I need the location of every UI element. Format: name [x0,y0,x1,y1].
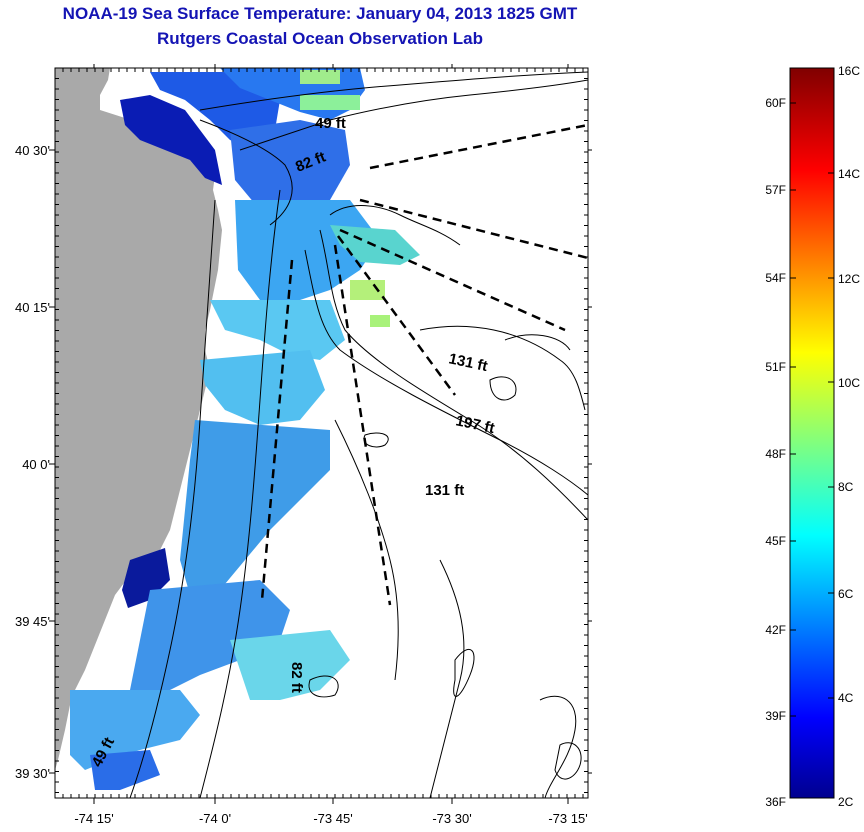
sst-data-layer [70,68,420,790]
fahrenheit-label: 57F [765,183,786,197]
latitude-labels: 40 30' 40 15' 40 0' 39 45' 39 30' [15,143,50,781]
land-mass [55,68,222,770]
celsius-label: 8C [838,480,854,494]
lat-label: 39 30' [15,766,50,781]
map-subtitle: Rutgers Coastal Ocean Observation Lab [157,29,483,48]
fahrenheit-label: 39F [765,709,786,723]
colorbar-celsius-labels: 16C 14C 12C 10C 8C 6C 4C 2C [838,64,860,809]
depth-label: 131 ft [425,482,464,499]
fahrenheit-label: 60F [765,96,786,110]
map-ticks [49,64,592,804]
depth-label: 49 ft [315,115,346,132]
fahrenheit-label: 42F [765,623,786,637]
lon-label: -74 15' [74,811,113,826]
lat-label: 39 45' [15,614,50,629]
celsius-label: 6C [838,587,854,601]
fahrenheit-label: 45F [765,534,786,548]
fahrenheit-label: 51F [765,360,786,374]
celsius-label: 2C [838,795,854,809]
lon-label: -73 30' [432,811,471,826]
fahrenheit-label: 36F [765,795,786,809]
lon-label: -73 15' [548,811,587,826]
celsius-label: 12C [838,272,860,286]
celsius-label: 16C [838,64,860,78]
colorbar-ticks [790,67,834,799]
celsius-label: 4C [838,691,854,705]
longitude-labels: -74 15' -74 0' -73 45' -73 30' -73 15' [74,811,587,826]
colorbar-gradient [789,67,835,799]
celsius-label: 10C [838,376,860,390]
lon-label: -73 45' [313,811,352,826]
lat-label: 40 15' [15,300,50,315]
colorbar-fahrenheit-labels: 60F 57F 54F 51F 48F 45F 42F 39F 36F [765,96,786,809]
fahrenheit-label: 48F [765,447,786,461]
map-title: NOAA-19 Sea Surface Temperature: January… [62,4,578,23]
map-frame [54,67,589,799]
bathymetry-contours [129,71,588,798]
lat-label: 40 0' [22,457,50,472]
fahrenheit-label: 54F [765,271,786,285]
dashed-track-lines [260,123,588,606]
lon-label: -74 0' [199,811,231,826]
celsius-label: 14C [838,167,860,181]
depth-label: 82 ft [288,662,305,693]
lat-label: 40 30' [15,143,50,158]
